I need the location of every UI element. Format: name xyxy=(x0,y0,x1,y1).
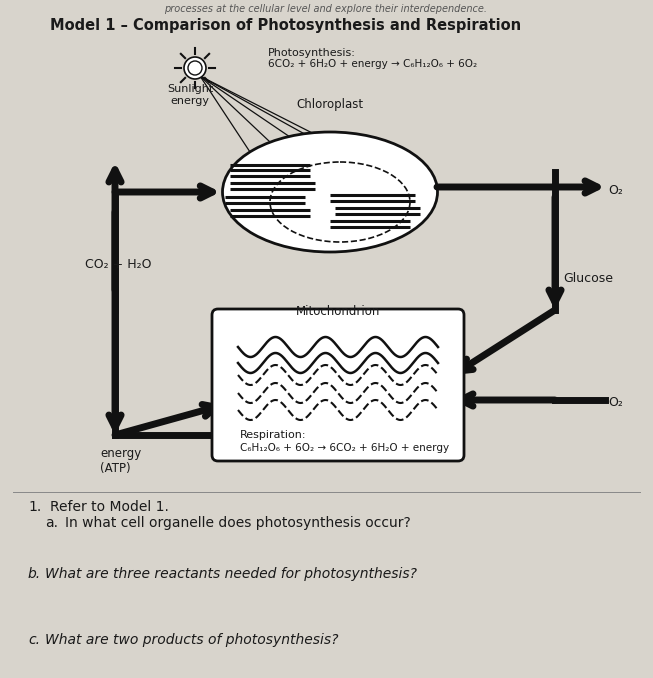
FancyBboxPatch shape xyxy=(212,309,464,461)
Text: a.: a. xyxy=(45,516,58,530)
Text: 6CO₂ + 6H₂O + energy → C₆H₁₂O₆ + 6O₂: 6CO₂ + 6H₂O + energy → C₆H₁₂O₆ + 6O₂ xyxy=(268,59,477,69)
Text: Chloroplast: Chloroplast xyxy=(296,98,364,111)
Text: 1.: 1. xyxy=(28,500,41,514)
Text: CO₂ + H₂O: CO₂ + H₂O xyxy=(85,258,151,271)
Text: What are two products of photosynthesis?: What are two products of photosynthesis? xyxy=(45,633,338,647)
Text: b.: b. xyxy=(28,567,41,581)
Text: C₆H₁₂O₆ + 6O₂ → 6CO₂ + 6H₂O + energy: C₆H₁₂O₆ + 6O₂ → 6CO₂ + 6H₂O + energy xyxy=(240,443,449,453)
Text: Glucose: Glucose xyxy=(563,271,613,285)
Text: c.: c. xyxy=(28,633,40,647)
Text: processes at the cellular level and explore their interdependence.: processes at the cellular level and expl… xyxy=(165,4,488,14)
Text: O₂: O₂ xyxy=(608,184,623,197)
Text: Photosynthesis:: Photosynthesis: xyxy=(268,48,356,58)
Text: Respiration:: Respiration: xyxy=(240,430,306,440)
Text: Sunlight
energy: Sunlight energy xyxy=(167,84,213,106)
Text: Refer to Model 1.: Refer to Model 1. xyxy=(50,500,169,514)
Text: O₂: O₂ xyxy=(608,397,623,410)
Circle shape xyxy=(184,57,206,79)
Text: In what cell organelle does photosynthesis occur?: In what cell organelle does photosynthes… xyxy=(65,516,411,530)
Ellipse shape xyxy=(223,132,438,252)
Text: What are three reactants needed for photosynthesis?: What are three reactants needed for phot… xyxy=(45,567,417,581)
Text: energy
(ATP): energy (ATP) xyxy=(100,447,141,475)
Text: Model 1 – Comparison of Photosynthesis and Respiration: Model 1 – Comparison of Photosynthesis a… xyxy=(50,18,521,33)
Text: Mitochondrion: Mitochondrion xyxy=(296,305,380,318)
Circle shape xyxy=(188,61,202,75)
